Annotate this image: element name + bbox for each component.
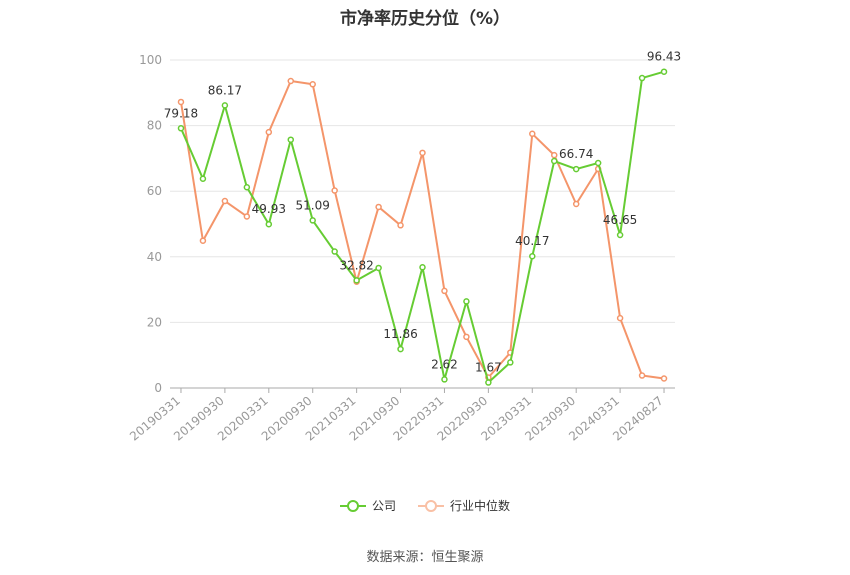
data-label: 79.18 [164, 106, 198, 120]
data-label: 32.82 [339, 258, 373, 272]
y-tick-label: 80 [147, 119, 162, 133]
data-point-1[interactable] [309, 81, 316, 88]
data-point-0[interactable] [638, 74, 646, 82]
legend-marker-company [339, 499, 366, 513]
y-axis-ticks: 0 20 40 60 80 100 [139, 53, 162, 395]
chart-title: 市净率历史分位（%） [339, 9, 511, 29]
data-point-0[interactable] [353, 277, 360, 284]
data-point-0[interactable] [309, 217, 316, 224]
data-label: 49.93 [252, 202, 286, 216]
data-label: 96.43 [647, 50, 681, 64]
data-label: 51.09 [296, 198, 330, 212]
series-group [177, 68, 668, 386]
data-point-1[interactable] [375, 203, 382, 211]
data-point-1[interactable] [177, 98, 185, 106]
data-point-1[interactable] [550, 151, 558, 159]
data-point-0[interactable] [550, 157, 558, 165]
data-point-1[interactable] [243, 213, 251, 220]
data-point-1[interactable] [419, 149, 426, 157]
data-point-1[interactable] [463, 333, 470, 341]
data-point-0[interactable] [507, 359, 514, 366]
y-tick-label: 20 [147, 315, 162, 329]
data-point-0[interactable] [243, 184, 251, 191]
data-point-0[interactable] [485, 379, 492, 386]
data-label: 46.65 [603, 213, 637, 227]
data-point-0[interactable] [331, 248, 338, 255]
data-point-0[interactable] [221, 102, 229, 109]
source-note: 数据来源：恒生聚源 [366, 550, 484, 565]
data-point-1[interactable] [265, 128, 273, 136]
data-label: 66.74 [559, 147, 593, 161]
line-chart: 0 20 40 60 80 100 201903312019093020200331202… [127, 50, 681, 444]
data-point-1[interactable] [572, 200, 580, 208]
data-point-1[interactable] [331, 187, 338, 194]
data-label: 40.17 [515, 234, 549, 248]
legend-item-company[interactable]: 公司 [339, 497, 396, 514]
x-axis: 2019033120190930202003312020093020210331… [127, 387, 675, 444]
data-point-1[interactable] [638, 372, 646, 379]
y-tick-label: 60 [147, 184, 162, 198]
y-tick-label: 40 [147, 250, 162, 264]
data-point-0[interactable] [572, 165, 580, 173]
data-point-0[interactable] [265, 220, 273, 228]
data-point-1[interactable] [660, 375, 668, 382]
series-line-0 [180, 70, 665, 384]
legend-marker-industry-median [418, 499, 444, 513]
data-label: 2.62 [431, 357, 458, 371]
data-point-0[interactable] [419, 264, 426, 271]
data-label: 1.67 [475, 361, 502, 375]
data-labels: 79.18 86.17 49.93 51.09 32.82 11.86 2.62 1.67 40… [164, 50, 681, 375]
data-point-0[interactable] [463, 298, 470, 305]
data-point-0[interactable] [660, 68, 668, 75]
data-point-0[interactable] [594, 159, 602, 167]
data-point-1[interactable] [441, 287, 448, 295]
data-point-1[interactable] [287, 77, 295, 85]
data-label: 11.86 [383, 327, 417, 341]
data-point-0[interactable] [441, 376, 448, 383]
y-tick-label: 0 [154, 381, 162, 395]
data-point-0[interactable] [616, 231, 624, 239]
grid-lines [170, 59, 675, 323]
data-point-1[interactable] [397, 222, 404, 229]
legend-item-industry-median[interactable]: 行业中位数 [418, 497, 510, 514]
data-point-1[interactable] [529, 130, 536, 138]
legend: 公司 行业中位数 [0, 497, 850, 514]
legend-label-industry-median: 行业中位数 [450, 499, 511, 513]
data-point-0[interactable] [375, 264, 382, 272]
data-point-0[interactable] [199, 175, 207, 182]
data-point-0[interactable] [287, 136, 295, 143]
y-tick-label: 100 [139, 53, 162, 67]
legend-label-company: 公司 [371, 499, 396, 513]
data-point-1[interactable] [199, 237, 207, 244]
data-point-1[interactable] [221, 197, 229, 205]
data-point-1[interactable] [616, 314, 624, 322]
data-label: 86.17 [208, 83, 242, 97]
data-point-0[interactable] [529, 252, 536, 260]
data-point-0[interactable] [397, 345, 404, 353]
data-point-0[interactable] [177, 125, 185, 132]
